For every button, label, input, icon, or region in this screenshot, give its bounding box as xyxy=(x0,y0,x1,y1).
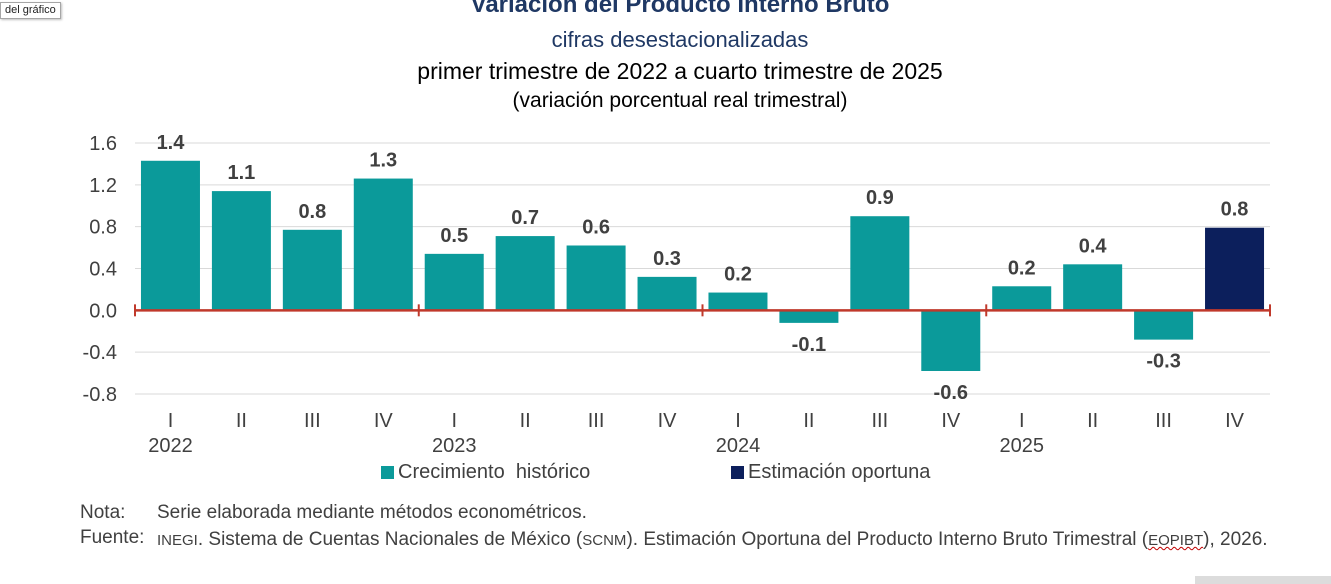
y-tick-label: 0.0 xyxy=(89,300,117,322)
y-tick-label: 1.6 xyxy=(89,133,117,155)
bar xyxy=(1205,227,1265,311)
source-part-2: ). Estimación Oportuna del Producto Inte… xyxy=(626,529,1149,550)
legend-swatch-historico xyxy=(381,466,394,479)
data-label: 0.8 xyxy=(1221,199,1249,221)
data-label: 0.6 xyxy=(582,216,610,238)
chart-subtitle-2: primer trimestre de 2022 a cuarto trimes… xyxy=(417,58,943,84)
data-label: 0.5 xyxy=(440,225,468,247)
x-year-label: 2024 xyxy=(716,435,761,457)
bar xyxy=(637,276,697,311)
data-label: -0.1 xyxy=(792,334,826,356)
source-eopibt: EOPIBT xyxy=(1148,532,1204,549)
x-tick-label: IV xyxy=(658,410,678,432)
data-label: 1.1 xyxy=(228,162,256,184)
bar xyxy=(921,310,981,371)
data-label: -0.3 xyxy=(1146,351,1180,373)
legend-item-historico: Crecimiento histórico xyxy=(381,461,590,484)
x-tick-label: II xyxy=(236,410,247,432)
source-part-1: . Sistema de Cuentas Nacionales de Méxic… xyxy=(197,529,583,550)
bar xyxy=(140,160,200,311)
x-tick-label: I xyxy=(1019,410,1025,432)
chart-title: Variación del Producto Interno Bruto xyxy=(470,0,890,18)
chart-name-tag[interactable]: del gráfico xyxy=(0,2,61,19)
bar xyxy=(282,229,342,311)
bar xyxy=(566,245,626,311)
x-year-label: 2023 xyxy=(432,435,477,457)
y-tick-label: 0.8 xyxy=(89,217,117,239)
x-tick-label: II xyxy=(803,410,814,432)
x-tick-label: III xyxy=(588,410,605,432)
chart-subtitle-1: cifras desestacionalizadas xyxy=(551,27,809,52)
bar xyxy=(353,178,413,311)
data-label: 1.3 xyxy=(369,150,397,172)
bar xyxy=(1134,310,1194,340)
y-tick-label: -0.4 xyxy=(83,342,117,364)
x-tick-label: I xyxy=(451,410,457,432)
bar xyxy=(992,286,1052,311)
x-tick-label: I xyxy=(735,410,741,432)
data-label: 0.9 xyxy=(866,187,894,209)
x-tick-label: III xyxy=(1155,410,1172,432)
bar xyxy=(779,310,839,323)
chart-subtitle-3: (variación porcentual real trimestral) xyxy=(512,89,848,112)
legend-item-estimacion: Estimación oportuna xyxy=(731,461,930,484)
note-label: Nota: xyxy=(80,502,126,523)
data-label: 1.4 xyxy=(157,132,186,154)
horizontal-scrollbar[interactable] xyxy=(1195,576,1331,584)
y-tick-label: 0.4 xyxy=(89,259,117,281)
bar xyxy=(211,191,271,311)
x-tick-label: III xyxy=(304,410,321,432)
x-tick-label: III xyxy=(872,410,889,432)
bar xyxy=(495,236,555,311)
data-label: 0.8 xyxy=(298,201,326,223)
source-inegi: INEGI xyxy=(157,532,198,549)
x-tick-label: I xyxy=(168,410,174,432)
note-text: Serie elaborada mediante métodos economé… xyxy=(157,502,587,523)
legend-label-estimacion: Estimación oportuna xyxy=(748,461,931,483)
data-label: 0.2 xyxy=(724,264,752,286)
data-label: -0.6 xyxy=(934,382,968,404)
x-tick-label: IV xyxy=(941,410,961,432)
y-tick-label: -0.8 xyxy=(83,384,117,406)
data-label: 0.3 xyxy=(653,248,681,270)
bar xyxy=(1063,264,1123,311)
x-year-label: 2022 xyxy=(148,435,193,457)
bar xyxy=(708,292,768,311)
x-tick-label: II xyxy=(1087,410,1098,432)
x-tick-label: IV xyxy=(374,410,394,432)
data-label: 0.7 xyxy=(511,207,539,229)
y-tick-label: 1.2 xyxy=(89,175,117,197)
legend-swatch-estimacion xyxy=(731,466,744,479)
source-part-3: ), 2026. xyxy=(1203,529,1268,550)
data-label: 0.2 xyxy=(1008,257,1036,279)
x-tick-label: II xyxy=(520,410,531,432)
source-scnm: SCNM xyxy=(582,532,627,549)
data-label: 0.4 xyxy=(1079,235,1108,257)
x-tick-label: IV xyxy=(1225,410,1245,432)
bar xyxy=(850,216,910,311)
source-text: INEGI. Sistema de Cuentas Nacionales de … xyxy=(157,527,1292,553)
bar xyxy=(424,253,484,311)
x-year-label: 2025 xyxy=(999,435,1044,457)
source-label: Fuente: xyxy=(80,527,145,548)
legend-label-historico: Crecimiento histórico xyxy=(398,461,591,483)
